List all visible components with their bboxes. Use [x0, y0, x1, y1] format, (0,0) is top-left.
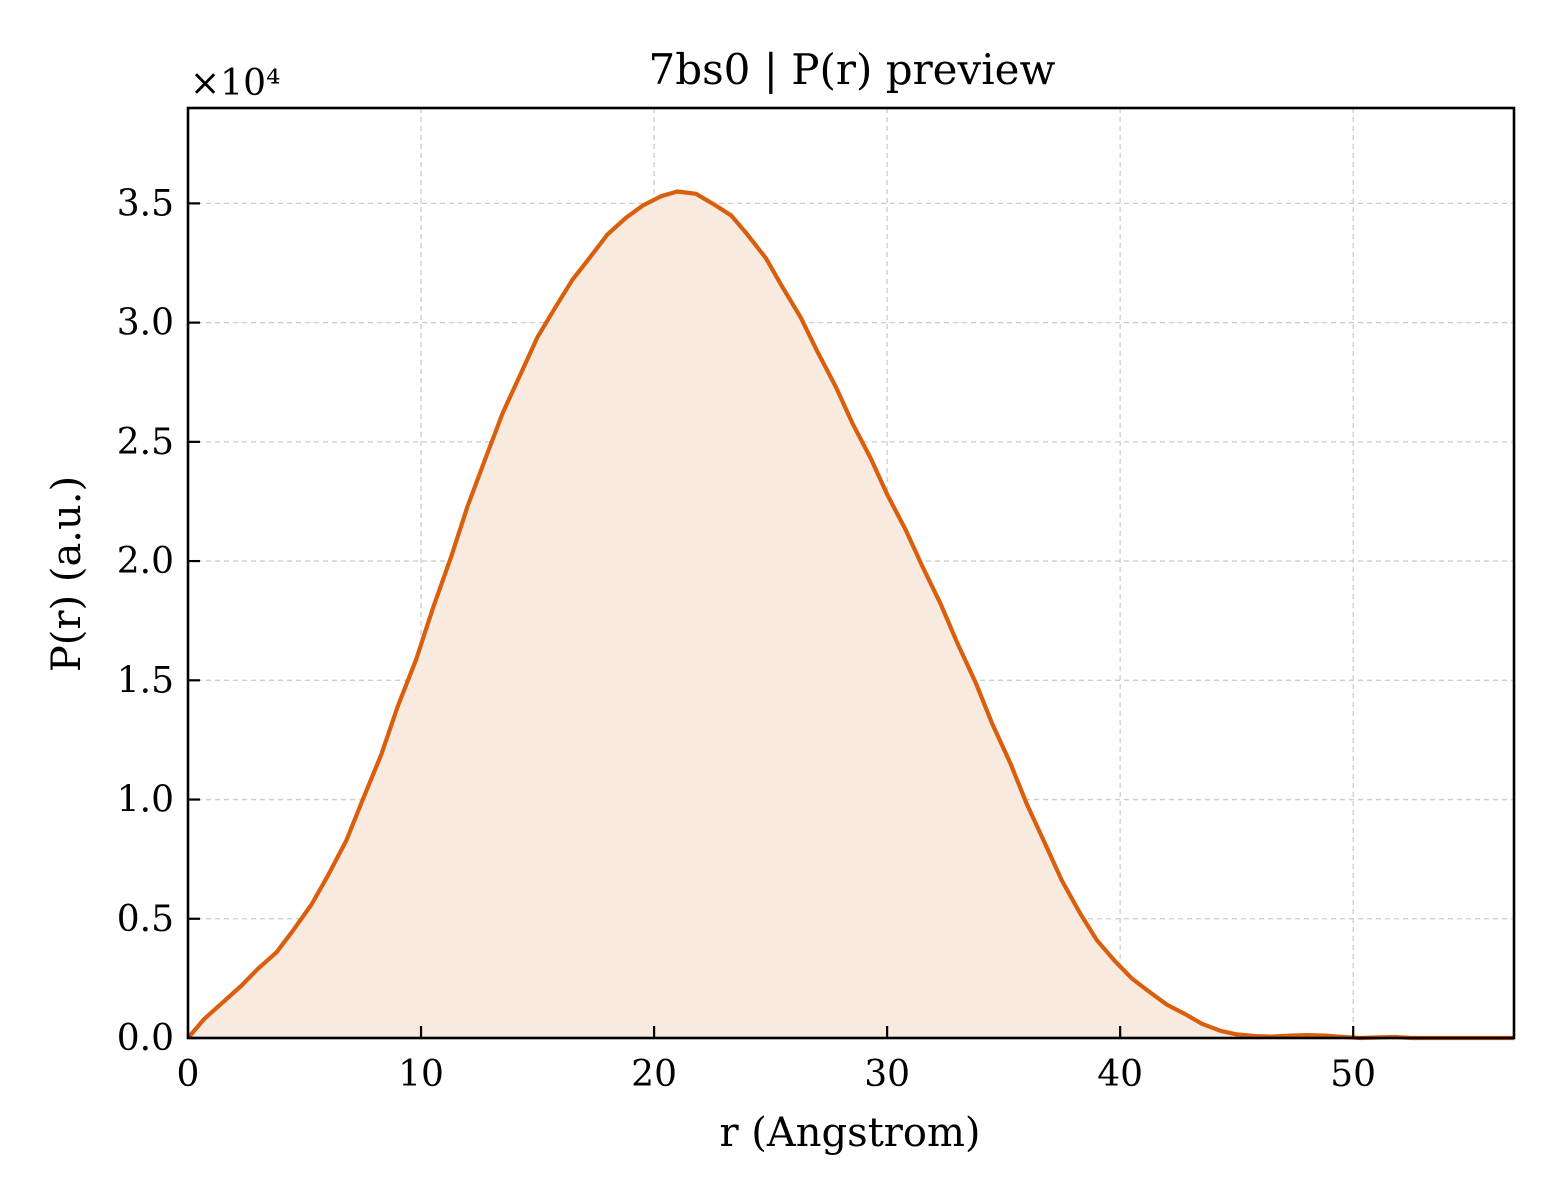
y-tick-label: 2.0 [117, 541, 174, 582]
pr-area-fill [188, 191, 1514, 1038]
y-tick-label: 2.5 [117, 422, 174, 463]
x-tick-label: 40 [1097, 1054, 1143, 1095]
y-multiplier-label: ×10⁴ [190, 63, 280, 104]
plot-frame [186, 106, 1516, 1040]
y-tick-label: 0.5 [117, 899, 174, 940]
y-axis-label: P(r) (a.u.) [44, 476, 90, 672]
y-tick-label: 1.5 [117, 660, 174, 701]
x-tick-label: 50 [1330, 1054, 1376, 1095]
y-tick-label: 1.0 [117, 780, 174, 821]
y-tick-label: 3.5 [117, 183, 174, 224]
x-tick-label: 20 [631, 1054, 677, 1095]
chart-title: 7bs0 | P(r) preview [649, 45, 1056, 94]
x-tick-label: 10 [398, 1054, 444, 1095]
x-axis-label: r (Angstrom) [719, 1110, 980, 1156]
x-tick-label: 30 [864, 1054, 910, 1095]
y-tick-label: 0.0 [117, 1018, 174, 1059]
tick-labels: 0 10 20 30 40 50 0.0 0.5 1.0 1.5 2.0 2.5 3.0 3.5 [117, 183, 1376, 1095]
y-tick-label: 3.0 [117, 303, 174, 344]
x-tick-label: 0 [177, 1054, 200, 1095]
pr-line [186, 189, 1514, 1041]
